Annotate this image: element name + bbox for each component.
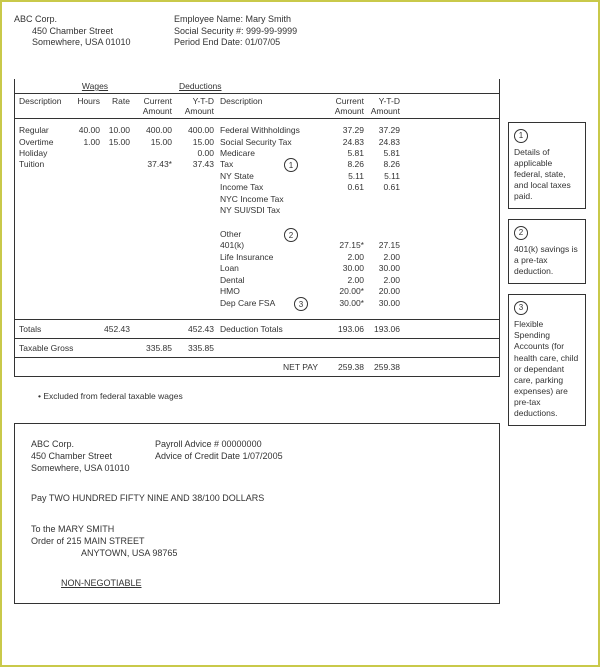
paystub-table: Wages Deductions Description Hours Rate … <box>14 79 500 377</box>
deductions-header: Deductions <box>175 79 265 93</box>
ded-totals-label: Deduction Totals <box>214 324 324 334</box>
company-street: 450 Chamber Street <box>14 26 154 38</box>
period-end-value: 01/07/05 <box>245 37 280 47</box>
totals-hours: 452.43 <box>70 324 130 334</box>
advice-company: ABC Corp. <box>31 438 141 450</box>
ssn-value: 999-99-9999 <box>246 26 297 36</box>
ded-row: Medicare5.815.81 <box>214 148 499 159</box>
ded-row: NY SUI/SDI Tax <box>214 205 499 216</box>
col-ded-description: Description <box>214 96 324 116</box>
taxable-gross-current: 335.85 <box>130 343 172 353</box>
table-main-headers: Wages Deductions <box>15 79 499 94</box>
net-pay-current: 259.38 <box>324 362 364 372</box>
advice-credit-date: Advice of Credit Date 1/07/2005 <box>155 450 283 462</box>
ded-totals-ytd: 193.06 <box>364 324 404 334</box>
advice-payline: Pay TWO HUNDRED FIFTY NINE AND 38/100 DO… <box>31 492 483 504</box>
wages-body: Regular40.0010.00400.00400.00 Overtime1.… <box>15 125 214 313</box>
totals-amount: 452.43 <box>130 324 214 334</box>
advice-anytown: ANYTOWN, USA 98765 <box>31 547 483 559</box>
employer-address: ABC Corp. 450 Chamber Street Somewhere, … <box>14 14 154 49</box>
side-text-1: Details of applicable federal, state, an… <box>514 147 580 202</box>
wage-row: Regular40.0010.00400.00400.00 <box>15 125 214 136</box>
ded-row: Other2 <box>214 229 499 240</box>
taxable-gross-ytd: 335.85 <box>172 343 214 353</box>
emp-name-label: Employee Name: <box>174 14 243 24</box>
ded-row: Life Insurance2.002.00 <box>214 252 499 263</box>
deductions-body: Federal Withholdings37.2937.29 Social Se… <box>214 125 499 313</box>
period-end-label: Period End Date: <box>174 37 243 47</box>
side-badge-2-icon: 2 <box>514 226 528 240</box>
ded-row: Loan30.0030.00 <box>214 263 499 274</box>
totals-row: Totals 452.43 452.43 Deduction Totals 19… <box>15 319 499 338</box>
company-city: Somewhere, USA 01010 <box>14 37 154 49</box>
net-pay-ytd: 259.38 <box>364 362 404 372</box>
advice-street: 450 Chamber Street <box>31 450 141 462</box>
badge-3-icon: 3 <box>294 297 308 311</box>
ded-row: Federal Withholdings37.2937.29 <box>214 125 499 136</box>
ded-row: Social Security Tax24.8324.83 <box>214 137 499 148</box>
main-column: ABC Corp. 450 Chamber Street Somewhere, … <box>14 14 500 604</box>
emp-name: Mary Smith <box>246 14 292 24</box>
payroll-advice: ABC Corp. Payroll Advice # 00000000 450 … <box>14 423 500 604</box>
taxable-gross-label: Taxable Gross <box>15 343 130 353</box>
col-description: Description <box>15 96 70 116</box>
advice-to: To the MARY SMITH <box>31 523 483 535</box>
ssn-label: Social Security #: <box>174 26 244 36</box>
side-note-3: 3 Flexible Spending Accounts (for health… <box>508 294 586 425</box>
header-block: ABC Corp. 450 Chamber Street Somewhere, … <box>14 14 500 49</box>
ded-row: 401(k)27.15*27.15 <box>214 240 499 251</box>
side-note-2: 2 401(k) savings is a pre-tax deduction. <box>508 219 586 284</box>
advice-number: Payroll Advice # 00000000 <box>155 438 262 450</box>
side-note-1: 1 Details of applicable federal, state, … <box>508 122 586 209</box>
table-body: Regular40.0010.00400.00400.00 Overtime1.… <box>15 119 499 319</box>
company-name: ABC Corp. <box>14 14 154 26</box>
side-text-2: 401(k) savings is a pre-tax deduction. <box>514 244 580 277</box>
col-ded-current: CurrentAmount <box>324 96 364 116</box>
net-pay-row: NET PAY 259.38 259.38 <box>15 357 499 376</box>
side-badge-3-icon: 3 <box>514 301 528 315</box>
ded-row: Dep Care FSA330.00*30.00 <box>214 298 499 309</box>
wage-row: Holiday0.00 <box>15 148 214 159</box>
table-sub-headers: Description Hours Rate CurrentAmount Y-T… <box>15 94 499 119</box>
non-negotiable: NON-NEGOTIABLE <box>31 577 483 589</box>
ded-row: Dental2.002.00 <box>214 275 499 286</box>
employee-info: Employee Name: Mary Smith Social Securit… <box>174 14 297 49</box>
wage-row: Tuition37.43*37.43 <box>15 159 214 170</box>
side-column: 1 Details of applicable federal, state, … <box>508 14 586 604</box>
totals-label: Totals <box>15 324 70 334</box>
wage-row: Overtime1.0015.0015.0015.00 <box>15 137 214 148</box>
col-current-amount: CurrentAmount <box>130 96 172 116</box>
advice-city: Somewhere, USA 01010 <box>31 462 483 474</box>
ded-totals-current: 193.06 <box>324 324 364 334</box>
side-text-3: Flexible Spending Accounts (for health c… <box>514 319 580 418</box>
col-ded-ytd: Y-T-DAmount <box>364 96 404 116</box>
col-rate: Rate <box>100 96 130 116</box>
footnote: • Excluded from federal taxable wages <box>14 391 500 401</box>
side-badge-1-icon: 1 <box>514 129 528 143</box>
col-hours: Hours <box>70 96 100 116</box>
advice-order: Order of 215 MAIN STREET <box>31 535 483 547</box>
col-ytd-amount: Y-T-DAmount <box>172 96 214 116</box>
ded-row: Tax18.268.26 <box>214 159 499 170</box>
ded-row: Income Tax0.610.61 <box>214 182 499 193</box>
ded-row: HMO20.00*20.00 <box>214 286 499 297</box>
ded-row: NYC Income Tax <box>214 194 499 205</box>
taxable-gross-row: Taxable Gross 335.85 335.85 <box>15 338 499 357</box>
ded-row: NY State5.115.11 <box>214 171 499 182</box>
wages-header: Wages <box>15 79 175 93</box>
net-pay-label: NET PAY <box>214 362 324 372</box>
